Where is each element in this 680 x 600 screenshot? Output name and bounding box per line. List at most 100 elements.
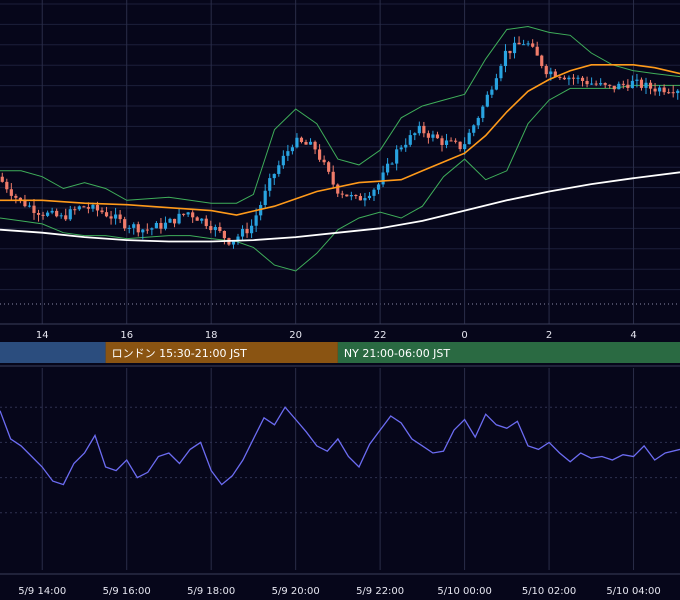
candle-body (313, 141, 317, 150)
oscillator-panel (0, 406, 680, 514)
candle-body (580, 77, 585, 81)
candle-body (612, 85, 616, 90)
candle-body (381, 172, 385, 185)
candle-body (440, 138, 444, 145)
candle-body (127, 227, 131, 229)
candle-body (540, 55, 544, 67)
candle-body (77, 206, 81, 210)
candle-body (32, 205, 36, 213)
candle-body (571, 77, 576, 79)
bottom-axis-tick-label: 5/10 04:00 (606, 586, 660, 597)
candle-body (299, 137, 304, 142)
candle-body (676, 90, 680, 94)
top-axis-tick-label: 2 (546, 330, 552, 341)
session-label: ロンドン 15:30-21:00 JST (112, 347, 248, 360)
candle-body (526, 43, 530, 45)
candle-body (141, 229, 145, 233)
candle-body (91, 204, 95, 209)
candle-body (413, 133, 417, 136)
candle-body (576, 77, 580, 79)
candle-body (585, 80, 589, 85)
candle-body (150, 228, 154, 230)
candle-body (268, 178, 272, 191)
session-segment (0, 342, 106, 363)
candle-body (59, 215, 63, 217)
oscillator-line (0, 406, 680, 486)
candle-body (136, 224, 140, 233)
candle-body (200, 218, 204, 221)
candle-body (277, 165, 281, 174)
candle-body (358, 196, 362, 201)
candle-body (590, 83, 594, 85)
candle-body (295, 137, 299, 148)
bb-lower-line (0, 84, 680, 272)
session-label: NY 21:00-06:00 JST (344, 347, 451, 360)
candle-body (27, 205, 32, 207)
candle-body (594, 83, 598, 85)
candle-body (490, 89, 494, 95)
candle-body (132, 224, 136, 228)
candle-body (23, 199, 27, 207)
top-axis-tick-label: 4 (630, 330, 636, 341)
candle-body (454, 140, 458, 142)
candle-body (322, 159, 326, 163)
candle-body (608, 84, 612, 86)
candle-body (476, 117, 480, 126)
candle-body (485, 94, 489, 107)
candle-body (463, 144, 467, 150)
bottom-axis-tick-label: 5/10 02:00 (522, 586, 576, 597)
candle-body (104, 212, 109, 217)
candle-body (635, 79, 639, 81)
candle-body (191, 212, 195, 218)
candle-body (204, 218, 208, 227)
candle-body (182, 213, 186, 215)
candle-body (458, 141, 462, 150)
bottom-axis-tick-label: 5/10 00:00 (437, 586, 491, 597)
bollinger-bands (0, 25, 680, 272)
candle-body (95, 204, 100, 211)
candle-body (50, 210, 54, 213)
grid (0, 0, 680, 575)
candle-body (109, 216, 113, 219)
candle-body (386, 163, 390, 173)
candle-body (64, 215, 68, 220)
candle-body (372, 189, 376, 196)
candle-body (5, 181, 9, 190)
candle-body (163, 222, 168, 229)
candle-body (177, 213, 181, 224)
candle-body (417, 125, 421, 134)
bottom-axis-tick-label: 5/9 14:00 (18, 586, 66, 597)
candle-body (240, 228, 245, 237)
candle-body (213, 226, 217, 231)
candle-body (236, 236, 240, 241)
candle-body (363, 198, 367, 201)
candle-body (336, 184, 340, 194)
candle-body (662, 87, 666, 93)
candle-body (231, 240, 236, 245)
top-axis-tick-label: 18 (205, 330, 218, 341)
candle-body (286, 151, 290, 156)
candle-body (449, 140, 453, 142)
bottom-axis-tick-label: 5/9 16:00 (103, 586, 151, 597)
bottom-time-axis: 5/9 14:00 5/9 16:00 5/9 18:00 5/9 20:00 5/9 … (18, 586, 661, 597)
session-segment (337, 342, 680, 363)
candle-body (82, 206, 86, 208)
candle-body (159, 222, 163, 229)
candle-body (376, 184, 381, 190)
session-bar: ロンドン 15:30-21:00 JST NY 21:00-06:00 JST (0, 342, 680, 363)
candle-body (331, 171, 335, 185)
candle-body (404, 144, 408, 148)
candle-body (55, 210, 59, 217)
candle-body (535, 46, 539, 56)
candle-body (549, 71, 553, 75)
candle-body (168, 218, 172, 223)
candle-body (648, 82, 653, 89)
candle-body (481, 106, 485, 118)
candle-body (304, 141, 308, 145)
candle-body (399, 147, 403, 150)
candle-body (86, 207, 90, 209)
candle-body (512, 42, 517, 54)
candle-body (431, 134, 435, 138)
candle-body (250, 225, 254, 234)
